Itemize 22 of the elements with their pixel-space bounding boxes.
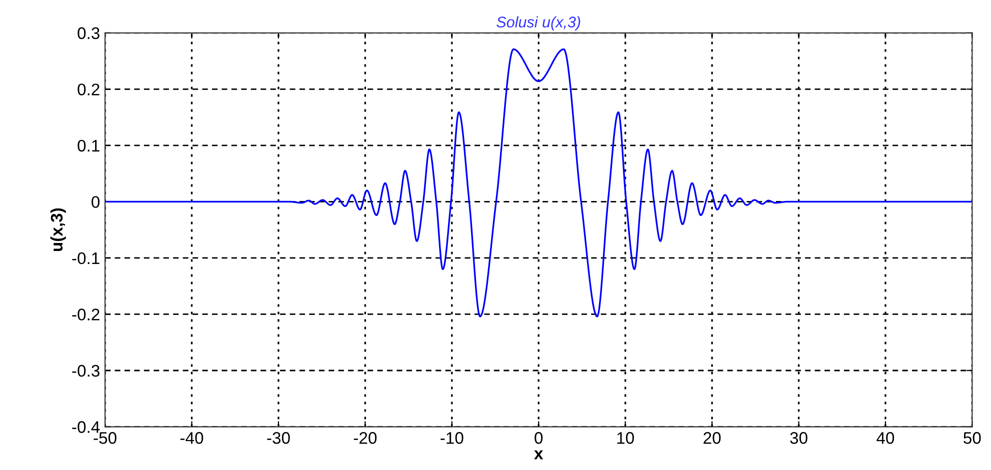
x-axis-title: x	[534, 450, 544, 460]
x-tick-label: 0	[534, 432, 543, 444]
y-tick-label: 0.2	[78, 84, 100, 96]
y-tick-label: 0.3	[78, 27, 100, 40]
y-tick-label: -0.2	[72, 308, 100, 320]
x-tick-label: 20	[704, 432, 721, 444]
y-tick-label: 0	[92, 196, 100, 208]
x-tick-label: -20	[354, 432, 377, 444]
x-tick-label: -10	[440, 432, 464, 444]
x-tick-label: -30	[267, 432, 290, 444]
chart-title: Solusi u(x,3)	[496, 16, 580, 31]
y-tick-label: 0.1	[78, 140, 100, 152]
y-axis-title: u(x,3)	[50, 208, 66, 252]
x-tick-label: 40	[876, 432, 894, 444]
x-tick-label: 30	[790, 432, 808, 444]
y-tick-label: -0.3	[72, 364, 100, 377]
x-tick-label: 10	[617, 432, 634, 444]
x-tick-label: -50	[94, 432, 116, 444]
y-tick-label: -0.1	[72, 252, 100, 264]
x-tick-label: -40	[180, 432, 204, 444]
y-tick-label: -0.4	[72, 421, 100, 433]
x-tick-label: 50	[964, 432, 981, 444]
